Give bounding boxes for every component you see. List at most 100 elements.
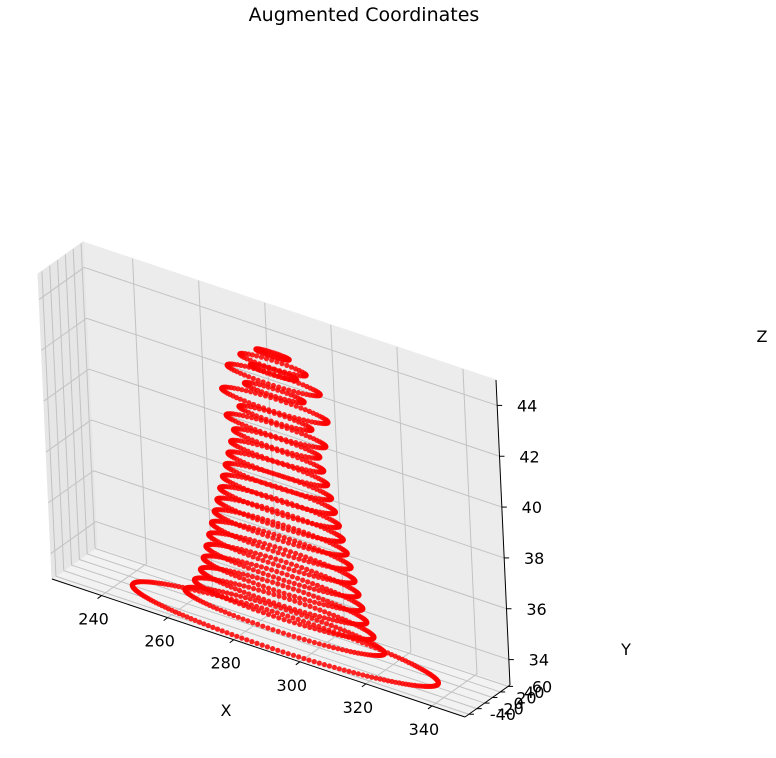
data-point (241, 589, 247, 595)
data-point (325, 603, 331, 609)
data-point (219, 628, 225, 634)
data-point (269, 483, 275, 489)
data-point (302, 602, 308, 608)
data-point (244, 637, 250, 643)
data-point (330, 631, 337, 637)
data-point (326, 643, 332, 650)
data-point (309, 472, 315, 478)
data-point (267, 432, 273, 438)
data-point (305, 519, 311, 526)
data-point (233, 592, 239, 598)
z-axis-label: Z (757, 327, 768, 346)
x-axis-line (51, 578, 466, 718)
data-point (307, 611, 313, 617)
x-grid-line (396, 346, 412, 652)
data-point (280, 630, 287, 636)
data-point (324, 576, 330, 582)
data-point (339, 632, 345, 639)
data-point (272, 544, 278, 550)
data-point (302, 610, 308, 616)
data-point (314, 535, 320, 541)
data-point (241, 550, 247, 556)
data-point (311, 639, 317, 646)
z-tick-label: 40 (522, 498, 542, 517)
data-point (250, 567, 256, 573)
data-point (255, 556, 261, 562)
data-point (291, 415, 297, 421)
data-point (302, 623, 308, 629)
data-point (255, 543, 261, 549)
data-point (381, 677, 387, 683)
data-point (238, 593, 244, 599)
data-point (264, 468, 270, 474)
data-point (295, 616, 301, 623)
data-point (248, 561, 255, 567)
data-point (304, 493, 310, 499)
data-point (305, 533, 311, 539)
data-point (281, 386, 287, 392)
data-point (293, 366, 299, 372)
z-grid-line (86, 317, 500, 457)
data-point (286, 553, 292, 559)
data-point (311, 622, 317, 628)
data-point (239, 421, 245, 427)
data-point (314, 617, 320, 623)
data-point (310, 534, 316, 540)
data-point (224, 582, 230, 589)
data-point (326, 611, 332, 617)
data-point (238, 370, 244, 376)
data-point (351, 670, 357, 676)
data-point (270, 548, 276, 554)
data-point (286, 370, 292, 376)
data-point (301, 636, 307, 643)
data-point (233, 508, 239, 514)
data-point (254, 517, 261, 523)
data-point (278, 558, 284, 564)
x-grid-line (101, 563, 147, 596)
data-point (285, 488, 291, 494)
data-point (271, 613, 277, 619)
data-point (276, 602, 282, 608)
data-point (254, 439, 260, 445)
data-point (251, 593, 257, 599)
data-point (322, 609, 328, 615)
data-point (284, 475, 291, 481)
data-point (269, 457, 275, 463)
data-point (264, 607, 270, 613)
data-point (255, 403, 261, 409)
data-point (250, 620, 256, 626)
data-point (262, 430, 268, 436)
y-axis-line (464, 684, 511, 718)
data-point (249, 476, 255, 482)
data-point (285, 357, 292, 363)
x-tick-mark (427, 705, 433, 710)
data-point (312, 599, 318, 605)
data-point (265, 572, 271, 578)
data-point (280, 538, 286, 545)
data-point (250, 515, 256, 521)
data-point (297, 595, 303, 601)
data-point (253, 562, 259, 569)
data-point (281, 564, 287, 570)
data-point (276, 368, 283, 374)
data-point (260, 544, 266, 551)
x-grid-line (330, 324, 346, 630)
data-point (360, 672, 366, 678)
data-point (336, 666, 342, 672)
data-point (300, 518, 306, 524)
data-point (270, 522, 276, 528)
data-point (232, 599, 238, 605)
data-point (275, 628, 281, 635)
data-point (301, 655, 307, 662)
data-point (220, 589, 226, 595)
data-point (364, 673, 370, 679)
data-point (249, 450, 255, 456)
data-point (307, 434, 313, 440)
data-point (210, 624, 216, 631)
data-point (241, 602, 247, 609)
data-point (236, 601, 242, 607)
data-point (245, 526, 251, 532)
data-point (279, 447, 285, 453)
data-point (297, 600, 303, 606)
z-tick-label: 34 (529, 651, 549, 670)
